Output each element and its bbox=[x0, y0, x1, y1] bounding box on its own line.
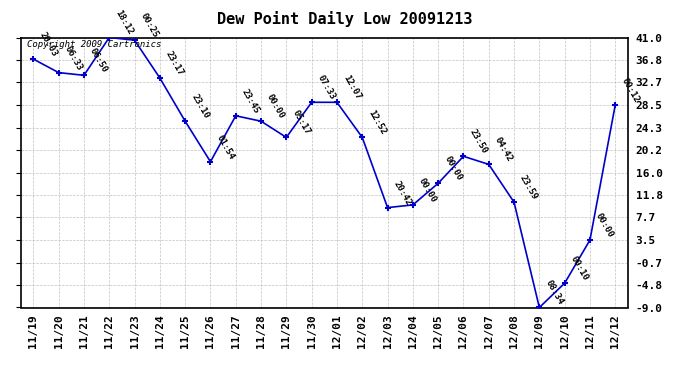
Text: 23:17: 23:17 bbox=[164, 50, 185, 77]
Text: 20:42: 20:42 bbox=[392, 179, 413, 207]
Text: 12:07: 12:07 bbox=[341, 74, 362, 102]
Text: 05:17: 05:17 bbox=[290, 109, 312, 136]
Text: 20:03: 20:03 bbox=[37, 30, 59, 58]
Text: Copyright 2009 Cartronics: Copyright 2009 Cartronics bbox=[27, 40, 161, 49]
Text: 06:50: 06:50 bbox=[88, 47, 109, 75]
Text: 00:10: 00:10 bbox=[569, 255, 590, 282]
Text: 00:00: 00:00 bbox=[417, 176, 438, 204]
Text: 08:34: 08:34 bbox=[544, 279, 564, 307]
Text: 07:33: 07:33 bbox=[316, 74, 337, 102]
Text: 23:10: 23:10 bbox=[189, 93, 210, 120]
Text: 23:45: 23:45 bbox=[240, 87, 261, 115]
Text: 00:25: 00:25 bbox=[139, 12, 160, 39]
Text: 01:54: 01:54 bbox=[215, 133, 236, 161]
Text: 23:59: 23:59 bbox=[518, 174, 540, 201]
Text: 04:42: 04:42 bbox=[493, 136, 514, 164]
Text: 00:12: 00:12 bbox=[620, 76, 640, 104]
Text: 00:00: 00:00 bbox=[265, 93, 286, 120]
Text: 00:00: 00:00 bbox=[594, 211, 615, 239]
Text: 12:52: 12:52 bbox=[366, 109, 388, 136]
Text: 18:12: 18:12 bbox=[113, 9, 135, 37]
Text: Dew Point Daily Low 20091213: Dew Point Daily Low 20091213 bbox=[217, 11, 473, 27]
Text: 23:50: 23:50 bbox=[468, 128, 489, 156]
Text: 00:00: 00:00 bbox=[442, 155, 464, 183]
Text: 06:33: 06:33 bbox=[63, 44, 84, 72]
